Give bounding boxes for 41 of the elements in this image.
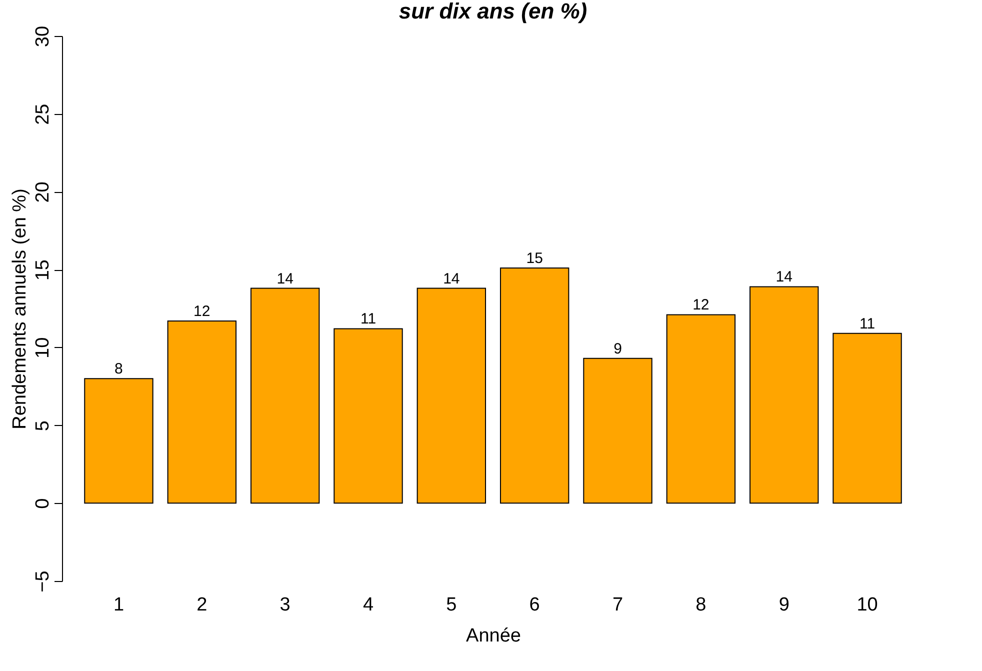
data-label: 12 (692, 296, 710, 314)
x-tick-label: 4 (362, 594, 374, 616)
x-tick-label: 6 (529, 594, 540, 616)
bar (167, 320, 237, 504)
bar (666, 314, 736, 504)
bar (84, 378, 154, 504)
data-label: 14 (443, 270, 460, 288)
y-tick-label: −5 (32, 570, 54, 592)
bar (583, 358, 652, 504)
data-label: 11 (859, 315, 876, 332)
x-tick-label: 1 (113, 594, 124, 616)
y-tick-label: 25 (32, 104, 54, 125)
bar (749, 286, 819, 504)
data-label: 8 (114, 360, 123, 378)
x-tick-label: 10 (856, 594, 878, 616)
y-tick-label: 30 (32, 26, 54, 48)
bar (416, 288, 486, 504)
x-tick-label: 8 (696, 594, 706, 616)
x-tick-label: 5 (446, 594, 457, 616)
x-tick-label: 7 (612, 594, 624, 616)
data-label: 12 (194, 302, 210, 320)
y-tick-label: 15 (32, 260, 54, 281)
bar (334, 328, 403, 504)
x-tick-label: 9 (778, 594, 790, 616)
data-label: 15 (526, 250, 543, 268)
data-label: 14 (276, 270, 294, 288)
data-label: 14 (776, 268, 792, 286)
x-tick-label: 3 (280, 594, 290, 616)
chart-title: sur dix ans (en %) (398, 0, 588, 24)
data-label: 9 (614, 340, 622, 358)
y-tick-label: 20 (32, 182, 54, 203)
y-tick-label: 10 (32, 337, 54, 358)
x-tick-label: 2 (196, 594, 208, 616)
x-axis-title: Année (466, 626, 521, 646)
y-tick-label: 5 (32, 420, 54, 432)
bar (832, 332, 902, 504)
bar (250, 288, 320, 504)
data-label: 11 (360, 310, 376, 328)
bar (500, 268, 570, 504)
y-axis-title: Rendements annuels (en %) (10, 188, 30, 430)
y-tick-label: 0 (32, 498, 54, 509)
